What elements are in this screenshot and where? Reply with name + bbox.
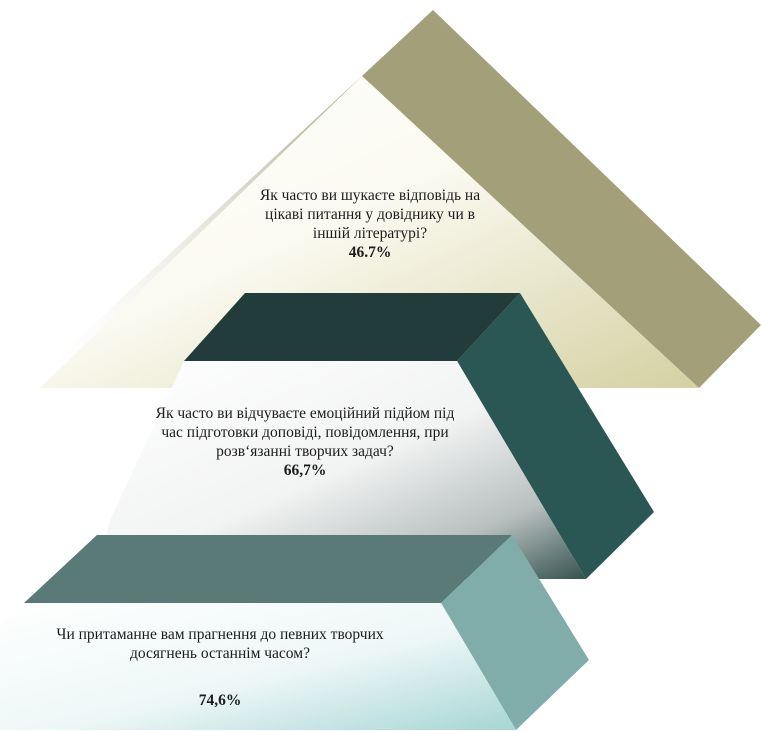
tier-2-side	[457, 293, 654, 579]
tier-3-question: Чи притаманне вам прагнення до певних тв…	[56, 626, 384, 662]
tier-3-label: Чи притаманне вам прагнення до певних тв…	[40, 625, 400, 710]
tier-3	[0, 535, 589, 730]
tier-3-side	[441, 535, 589, 730]
tier-3-percentage: 74,6%	[198, 692, 242, 709]
tier-1-side	[362, 10, 761, 388]
tier-3-top	[24, 535, 512, 603]
tier-2-front	[96, 361, 586, 579]
tier-1-question: Як часто ви шукаєте відповідь на цікаві …	[259, 187, 481, 242]
tier-3-front	[0, 603, 516, 730]
tier-2-top	[184, 293, 520, 361]
tier-1	[30, 10, 761, 388]
tier-2	[96, 293, 654, 579]
tier-1-front	[40, 76, 699, 388]
tier-2-question: Як часто ви відчуваєте емоційний підйом …	[155, 405, 455, 460]
tier-1-label: Як часто ви шукаєте відповідь на цікаві …	[248, 186, 492, 262]
tier-1-percentage: 46.7%	[348, 244, 392, 261]
tier-2-percentage: 66,7%	[283, 462, 327, 479]
tier-2-label: Як часто ви відчуваєте емоційний підйом …	[150, 404, 460, 480]
